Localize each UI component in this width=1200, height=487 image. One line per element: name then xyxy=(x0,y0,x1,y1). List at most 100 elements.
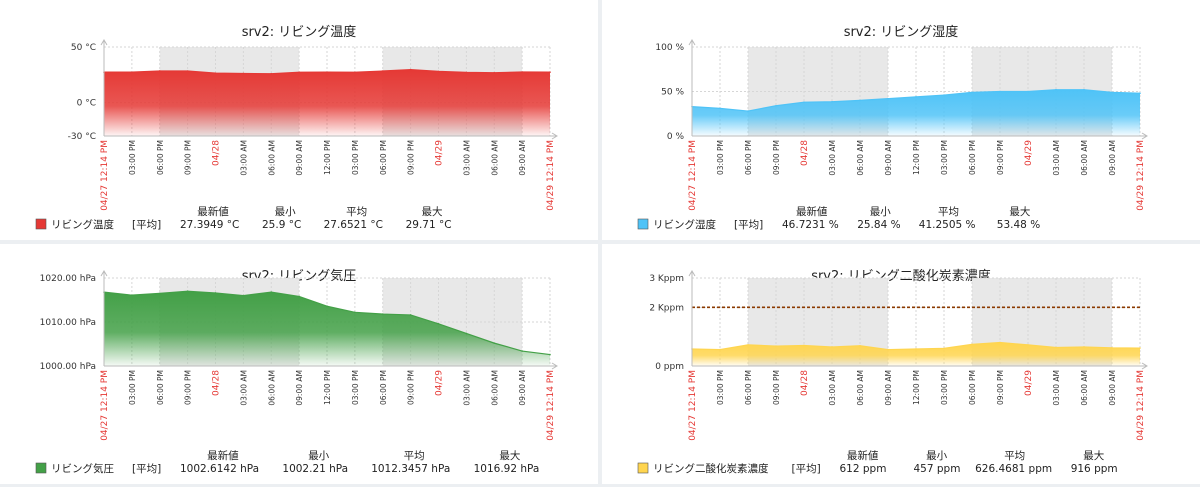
x-tick-label: 04/28 xyxy=(212,140,222,166)
x-tick-label: 06:00 PM xyxy=(156,140,165,175)
x-tick-label: 06:00 AM xyxy=(856,140,865,176)
x-tick-label: 04/29 xyxy=(435,140,445,166)
x-tick-label: 03:00 PM xyxy=(351,140,360,175)
legend-value-latest: 46.7231 % xyxy=(782,219,839,231)
data-point xyxy=(270,291,273,293)
y-axis-arrow-icon xyxy=(100,39,108,46)
data-point xyxy=(521,71,523,73)
data-point xyxy=(859,99,861,102)
legend-swatch xyxy=(637,462,649,474)
legend-value-max: 53.48 % xyxy=(997,219,1040,231)
x-tick-label: 06:00 PM xyxy=(968,370,977,405)
x-tick-label: 06:00 AM xyxy=(490,370,499,406)
data-point xyxy=(1055,88,1057,91)
data-point xyxy=(493,342,496,344)
chart-humidity: srv2: リビング湿度 100 % 50 % 0 %04/27 12:14 PM 03… xyxy=(637,24,1148,231)
x-tick-label: 06:00 AM xyxy=(267,140,276,176)
x-tick-label: 04/29 12:14 PM xyxy=(1136,140,1146,211)
x-tick-label: 09:00 AM xyxy=(884,140,893,176)
data-point xyxy=(999,341,1001,344)
legend-value-latest: 27.3949 °C xyxy=(180,219,239,231)
x-tick-label: 04/28 xyxy=(800,140,810,166)
legend-series-label: リビング気圧 xyxy=(51,462,114,475)
legend-value-max: 916 ppm xyxy=(1071,463,1118,475)
data-point xyxy=(437,322,440,325)
data-point xyxy=(186,290,189,293)
x-tick-label: 04/28 xyxy=(800,370,810,396)
data-point xyxy=(887,348,889,351)
y-tick-label: 0 ppm xyxy=(655,362,684,372)
x-tick-label: 09:00 PM xyxy=(996,370,1005,405)
legend-value-max: 1016.92 hPa xyxy=(474,463,540,475)
chart-title: srv2: リビング湿度 xyxy=(844,24,959,40)
legend-value-avg: 27.6521 °C xyxy=(324,219,383,231)
data-point xyxy=(1027,344,1029,346)
y-tick-label: 3 Kppm xyxy=(649,274,684,284)
x-tick-label: 04/29 12:14 PM xyxy=(546,370,556,441)
x-tick-label: 09:00 PM xyxy=(407,370,416,405)
data-point xyxy=(437,70,440,73)
data-point xyxy=(549,71,551,73)
legend-swatch xyxy=(637,218,649,230)
data-point xyxy=(719,107,721,110)
data-point xyxy=(381,313,384,315)
y-tick-label: 50 °C xyxy=(71,43,96,53)
data-point xyxy=(971,91,973,94)
legend-header-max: 最大 xyxy=(499,449,520,462)
x-tick-label: 06:00 PM xyxy=(968,140,977,175)
data-point xyxy=(831,100,833,103)
legend-value-latest: 612 ppm xyxy=(840,463,887,475)
data-point xyxy=(131,294,133,296)
chart-panel-pressure: srv2: リビング気圧 1020.00 hPa 1010.00 hPa 1000.0… xyxy=(0,244,598,484)
data-point xyxy=(943,94,945,96)
x-tick-label: 03:00 PM xyxy=(716,370,725,405)
y-tick-label: 1000.00 hPa xyxy=(40,362,96,372)
data-point xyxy=(831,346,833,348)
legend-value-avg: 1012.3457 hPa xyxy=(371,463,450,475)
y-tick-label: 0 % xyxy=(667,132,685,142)
data-point xyxy=(158,292,161,295)
x-tick-label: 03:00 PM xyxy=(940,370,949,405)
data-point xyxy=(775,345,777,347)
data-point xyxy=(999,90,1001,93)
legend-func: [平均] xyxy=(792,463,821,475)
data-point xyxy=(1055,346,1057,349)
x-tick-label: 06:00 PM xyxy=(379,140,388,175)
data-point xyxy=(887,97,889,100)
x-axis-arrow-icon xyxy=(1141,362,1148,370)
y-tick-label: 1010.00 hPa xyxy=(40,318,96,328)
x-tick-label: 09:00 AM xyxy=(884,370,893,406)
x-tick-label: 09:00 PM xyxy=(184,370,193,405)
x-axis-arrow-icon xyxy=(1141,132,1148,140)
x-tick-label: 04/29 12:14 PM xyxy=(1136,370,1146,441)
x-tick-label: 03:00 AM xyxy=(828,370,837,406)
data-point xyxy=(1083,346,1085,348)
data-point xyxy=(803,344,805,347)
x-tick-label: 03:00 AM xyxy=(239,370,248,406)
chart-panel-co2: srv2: リビング二酸化炭素濃度 3 Kppm 2 Kppm 0 ppm 04/27 … xyxy=(602,244,1200,484)
x-tick-label: 09:00 AM xyxy=(295,140,304,176)
x-tick-label: 09:00 PM xyxy=(184,140,193,175)
x-tick-label: 04/29 12:14 PM xyxy=(546,140,556,211)
data-point xyxy=(1111,347,1113,349)
x-tick-label: 06:00 PM xyxy=(156,370,165,405)
series-area xyxy=(104,69,550,136)
data-point xyxy=(549,353,551,356)
data-point xyxy=(242,72,245,75)
x-tick-label: 04/29 xyxy=(1024,370,1034,396)
legend-header-avg: 平均 xyxy=(1004,450,1025,462)
data-point xyxy=(465,332,468,335)
legend-header-latest: 最新値 xyxy=(197,205,229,218)
data-point xyxy=(1027,90,1029,93)
legend-header-min: 最小 xyxy=(308,450,329,462)
data-point xyxy=(326,305,328,307)
legend-header-latest: 最新値 xyxy=(847,449,879,462)
x-tick-label: 03:00 AM xyxy=(828,140,837,176)
series-area xyxy=(692,89,1140,136)
legend-swatch xyxy=(35,218,47,230)
chart-title: srv2: リビング温度 xyxy=(242,24,357,40)
x-tick-label: 06:00 AM xyxy=(1080,370,1089,406)
x-tick-label: 09:00 AM xyxy=(518,140,527,176)
legend-series-label: リビング湿度 xyxy=(653,218,716,231)
